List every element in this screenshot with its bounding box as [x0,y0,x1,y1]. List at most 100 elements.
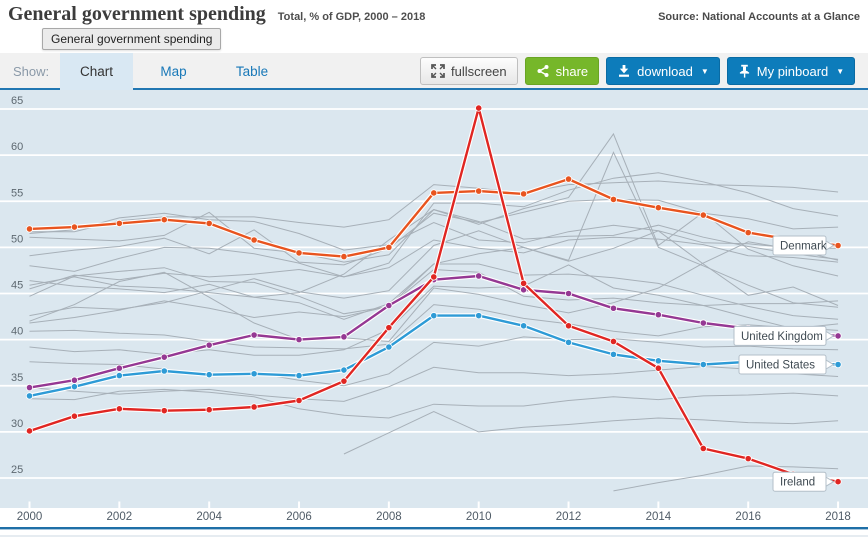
page-subtitle: Total, % of GDP, 2000 – 2018 [277,11,426,23]
data-point-united-states[interactable] [160,367,168,375]
data-point-denmark[interactable] [205,219,213,227]
data-point-united-states[interactable] [475,312,483,320]
data-point-united-kingdom[interactable] [295,336,303,344]
data-point-ireland[interactable] [25,427,34,435]
series-label-ireland[interactable]: Ireland [772,471,835,492]
pin-icon [738,64,751,78]
data-point-ireland[interactable] [564,322,573,330]
data-point-united-states[interactable] [430,312,438,320]
background-country-line[interactable] [29,172,839,278]
data-point-denmark[interactable] [295,249,303,257]
data-point-united-kingdom[interactable] [115,364,123,372]
data-point-united-states[interactable] [25,392,34,400]
data-point-united-states[interactable] [699,360,707,369]
data-point-united-states[interactable] [340,366,348,374]
data-point-united-states[interactable] [70,383,79,391]
data-point-united-kingdom[interactable] [699,319,707,327]
data-point-united-states[interactable] [609,350,618,358]
background-country-line[interactable] [29,212,839,251]
data-point-united-states[interactable] [115,372,123,380]
data-point-denmark[interactable] [834,241,842,250]
tab-table[interactable]: Table [235,64,269,79]
data-point-ireland[interactable] [699,444,707,453]
background-country-line[interactable] [29,263,839,324]
data-point-united-states[interactable] [654,357,662,365]
background-country-line[interactable] [29,209,839,263]
data-point-denmark[interactable] [160,216,168,224]
data-point-denmark[interactable] [115,219,123,227]
x-tick-label: 2004 [196,511,222,523]
data-point-denmark[interactable] [744,229,752,237]
data-point-ireland[interactable] [520,279,528,287]
data-point-united-states[interactable] [564,338,573,346]
data-point-ireland[interactable] [430,273,438,281]
data-point-united-kingdom[interactable] [475,272,483,280]
data-point-united-states[interactable] [295,372,303,380]
y-tick-label: 45 [11,280,23,292]
data-point-united-states[interactable] [834,360,842,369]
data-point-united-states[interactable] [520,322,528,330]
data-point-denmark[interactable] [430,189,438,197]
data-point-united-kingdom[interactable] [25,383,34,392]
fullscreen-button[interactable]: fullscreen [420,57,518,85]
data-point-denmark[interactable] [70,223,79,231]
y-tick-label: 35 [11,372,23,384]
x-tick-label: 2006 [286,511,312,523]
data-point-united-states[interactable] [250,370,258,378]
data-point-ireland[interactable] [205,406,213,414]
share-icon [536,64,550,78]
data-point-denmark[interactable] [654,204,662,212]
data-point-united-kingdom[interactable] [250,331,258,339]
background-country-line[interactable] [29,304,839,350]
data-point-denmark[interactable] [250,236,258,244]
header: General government spending Total, % of … [8,0,860,27]
tab-map[interactable]: Map [160,64,187,79]
background-country-line[interactable] [29,230,839,317]
data-point-ireland[interactable] [295,396,303,405]
background-country-line[interactable] [343,411,839,455]
data-point-ireland[interactable] [70,412,79,420]
data-point-ireland[interactable] [744,455,752,463]
background-country-line[interactable] [29,388,839,419]
data-point-ireland[interactable] [654,364,662,372]
data-point-denmark[interactable] [340,253,348,261]
data-point-united-states[interactable] [205,371,213,379]
data-point-united-kingdom[interactable] [654,311,662,319]
data-point-ireland[interactable] [340,377,348,385]
data-point-denmark[interactable] [609,195,618,204]
data-point-ireland[interactable] [250,403,258,411]
share-button[interactable]: share [524,57,600,85]
data-point-united-kingdom[interactable] [609,304,618,312]
data-point-ireland[interactable] [609,337,618,346]
series-label-denmark[interactable]: Denmark [772,235,835,256]
data-point-denmark[interactable] [699,211,707,219]
data-point-ireland[interactable] [475,104,483,112]
data-point-ireland[interactable] [160,407,168,415]
data-point-united-kingdom[interactable] [70,376,79,384]
data-point-united-kingdom[interactable] [160,353,168,361]
data-point-denmark[interactable] [520,190,528,198]
background-country-line[interactable] [613,465,839,492]
series-label-united-states[interactable]: United States [738,354,835,375]
data-point-ireland[interactable] [834,478,842,486]
my-pinboard-button[interactable]: My pinboard ▼ [726,57,856,85]
data-point-denmark[interactable] [25,225,34,233]
data-point-denmark[interactable] [385,243,393,251]
series-label-united-kingdom[interactable]: United Kingdom [733,325,835,346]
data-point-united-kingdom[interactable] [205,341,213,349]
data-point-ireland[interactable] [115,405,123,413]
data-point-united-kingdom[interactable] [385,301,393,310]
download-button[interactable]: download ▼ [606,57,720,85]
data-point-denmark[interactable] [475,187,483,195]
background-country-line[interactable] [29,241,839,343]
tab-chart[interactable]: Chart [60,53,133,90]
data-point-ireland[interactable] [385,324,393,332]
fullscreen-label: fullscreen [451,63,507,79]
background-country-line[interactable] [29,236,839,290]
data-point-denmark[interactable] [564,175,573,183]
bottom-divider [0,527,868,530]
data-point-united-kingdom[interactable] [340,333,348,341]
data-point-united-kingdom[interactable] [564,289,573,298]
data-point-united-states[interactable] [385,343,393,351]
data-point-united-kingdom[interactable] [834,332,842,340]
